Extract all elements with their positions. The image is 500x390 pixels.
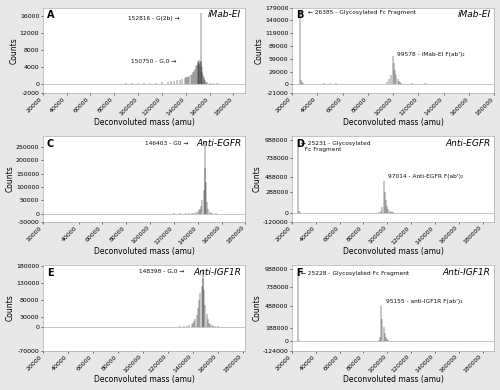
Text: F: F (296, 268, 302, 278)
Text: ← 26385 - Glycosylated Fc Fragment: ← 26385 - Glycosylated Fc Fragment (308, 10, 416, 15)
Text: Anti-EGFR: Anti-EGFR (445, 139, 490, 148)
Y-axis label: Counts: Counts (6, 166, 15, 192)
Text: 152816 - G(2b) →: 152816 - G(2b) → (128, 16, 180, 21)
Text: B: B (296, 10, 304, 20)
Y-axis label: Counts: Counts (6, 294, 15, 321)
Text: iMab-EI: iMab-EI (458, 10, 490, 19)
Text: ← 25228 - Glycosylated Fc Fragment: ← 25228 - Glycosylated Fc Fragment (302, 271, 410, 277)
Text: iMab-EI: iMab-EI (208, 10, 242, 19)
Text: D: D (296, 139, 304, 149)
Text: A: A (47, 10, 54, 20)
Y-axis label: Counts: Counts (10, 37, 18, 64)
Text: 146403 - G0 →: 146403 - G0 → (145, 140, 188, 145)
X-axis label: Deconvoluted mass (amu): Deconvoluted mass (amu) (342, 118, 444, 127)
Text: E: E (47, 268, 54, 278)
Text: C: C (47, 139, 54, 149)
Text: ← 25231 - Glycosylated
  Fc Fragment: ← 25231 - Glycosylated Fc Fragment (302, 141, 371, 152)
X-axis label: Deconvoluted mass (amu): Deconvoluted mass (amu) (94, 376, 194, 385)
Y-axis label: Counts: Counts (252, 166, 262, 192)
X-axis label: Deconvoluted mass (amu): Deconvoluted mass (amu) (342, 246, 444, 255)
Text: 95155 - anti-IGF1R F(ab')₂: 95155 - anti-IGF1R F(ab')₂ (386, 299, 462, 304)
Text: 148398 - G,0 →: 148398 - G,0 → (139, 269, 184, 274)
Y-axis label: Counts: Counts (252, 294, 262, 321)
Text: Anti-IGF1R: Anti-IGF1R (442, 268, 490, 277)
Text: Anti-EGFR: Anti-EGFR (196, 139, 242, 148)
X-axis label: Deconvoluted mass (amu): Deconvoluted mass (amu) (342, 376, 444, 385)
Y-axis label: Counts: Counts (254, 37, 264, 64)
Text: 97014 - Anti-EGFR F(ab')₂: 97014 - Anti-EGFR F(ab')₂ (388, 174, 464, 179)
Text: Anti-IGF1R: Anti-IGF1R (194, 268, 242, 277)
X-axis label: Deconvoluted mass (amu): Deconvoluted mass (amu) (94, 118, 194, 127)
Text: 150750 - G,0 →: 150750 - G,0 → (131, 59, 176, 64)
X-axis label: Deconvoluted mass (amu): Deconvoluted mass (amu) (94, 246, 194, 255)
Text: 99578 - iMab-EI F(ab')₂: 99578 - iMab-EI F(ab')₂ (397, 52, 464, 57)
